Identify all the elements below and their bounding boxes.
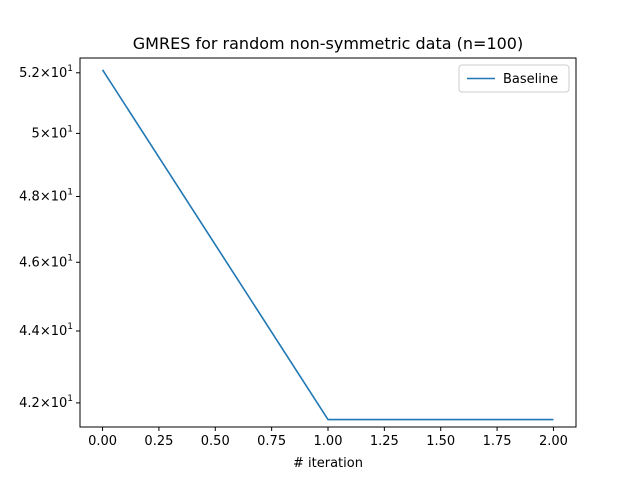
y-tick-label: 5.2×101 xyxy=(19,64,73,81)
x-axis: 0.00 0.25 0.50 0.75 1.00 1.25 1.50 1.75 2.00 xyxy=(88,427,568,449)
legend: Baseline xyxy=(458,64,570,93)
x-tick-label: 0.50 xyxy=(201,434,230,449)
x-tick-label: 1.75 xyxy=(483,434,512,449)
y-tick-label: 5×101 xyxy=(32,124,73,141)
x-tick-label: 0.75 xyxy=(257,434,286,449)
x-axis-label: # iteration xyxy=(293,456,363,471)
x-tick-label: 1.25 xyxy=(370,434,399,449)
series-line-baseline xyxy=(101,69,554,421)
y-tick-label: 4.2×101 xyxy=(19,394,73,411)
chart-title: GMRES for random non-symmetric data (n=1… xyxy=(133,34,523,53)
x-tick-label: 2.00 xyxy=(539,434,568,449)
x-tick-label: 0.25 xyxy=(144,434,173,449)
x-tick-label: 1.50 xyxy=(426,434,455,449)
legend-box xyxy=(458,64,570,93)
y-tick-label: 4.6×101 xyxy=(19,253,73,270)
y-tick-label: 4.8×101 xyxy=(19,188,73,205)
axes-frame xyxy=(79,57,577,428)
y-axis: 4.2×101 4.4×101 4.6×101 4.8×101 5×101 5.2×101 xyxy=(19,64,80,411)
series-layer xyxy=(101,69,554,421)
x-tick-label: 1.00 xyxy=(314,434,343,449)
legend-label: Baseline xyxy=(503,72,558,87)
x-tick-label: 0.00 xyxy=(88,434,117,449)
plot-area xyxy=(79,57,577,428)
y-tick-label: 4.4×101 xyxy=(19,322,73,339)
